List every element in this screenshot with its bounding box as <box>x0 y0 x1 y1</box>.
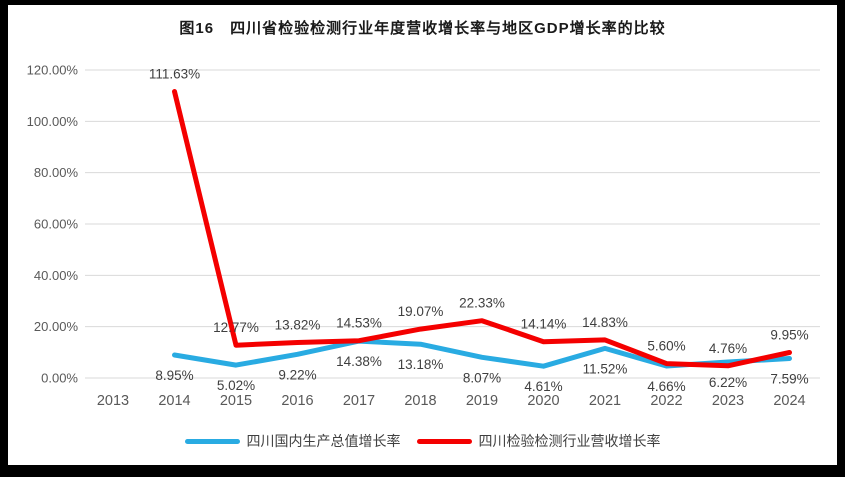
data-label: 8.07% <box>463 370 501 385</box>
x-axis-tick-label: 2024 <box>773 393 805 409</box>
y-axis-tick-label: 60.00% <box>34 217 79 232</box>
y-axis-tick-label: 40.00% <box>34 268 79 283</box>
x-axis-tick-label: 2015 <box>220 393 252 409</box>
data-label: 14.83% <box>582 315 628 330</box>
x-axis-tick-label: 2016 <box>281 393 313 409</box>
series-line <box>172 89 792 369</box>
x-axis-tick-label: 2019 <box>466 393 498 409</box>
data-label: 5.02% <box>217 378 255 393</box>
legend-line-swatch <box>416 438 472 444</box>
x-axis-tick-label: 2017 <box>343 393 375 409</box>
y-axis-tick-label: 120.00% <box>27 63 79 78</box>
chart-page: 图16 四川省检验检测行业年度营收增长率与地区GDP增长率的比较 120.00%… <box>8 5 837 465</box>
data-label: 9.22% <box>278 367 316 382</box>
line-chart: 120.00% 100.00% 80.00% 60.00% 40.00% 20.00% 0.… <box>27 63 820 409</box>
y-axis-tick-label: 80.00% <box>34 165 79 180</box>
chart-legend: 四川国内生产总值增长率 四川检验检测行业营收增长率 <box>8 431 837 451</box>
data-label: 9.95% <box>770 327 808 342</box>
data-label: 13.18% <box>398 357 444 372</box>
data-label: 14.14% <box>521 317 567 332</box>
x-axis-tick-label: 2014 <box>158 393 190 409</box>
x-axis-tick-label: 2018 <box>404 393 436 409</box>
data-label: 13.82% <box>275 318 321 333</box>
y-axis-tick-label: 0.00% <box>41 371 78 386</box>
x-axis-tick-label: 2013 <box>97 393 129 409</box>
data-label: 8.95% <box>155 368 193 383</box>
data-label: 6.22% <box>709 375 747 390</box>
data-label: 4.76% <box>709 341 747 356</box>
data-label: 4.61% <box>524 379 562 394</box>
legend-label: 四川检验检测行业营收增长率 <box>478 433 661 449</box>
x-axis-tick-label: 2022 <box>650 393 682 409</box>
data-label: 12.77% <box>213 320 259 335</box>
y-axis-tick-label: 20.00% <box>34 319 79 334</box>
legend-item: 四川国内生产总值增长率 <box>184 431 401 451</box>
data-label: 22.33% <box>459 296 505 311</box>
data-label: 14.38% <box>336 354 382 369</box>
data-label: 19.07% <box>398 304 444 319</box>
legend-line-swatch <box>184 438 240 444</box>
legend-item: 四川检验检测行业营收增长率 <box>416 431 661 451</box>
data-label: 11.52% <box>583 361 628 376</box>
legend-label: 四川国内生产总值增长率 <box>246 433 401 449</box>
data-label: 4.66% <box>647 379 685 394</box>
y-axis-tick-label: 100.00% <box>27 114 79 129</box>
data-label: 5.60% <box>647 339 685 354</box>
x-axis-tick-label: 2023 <box>712 393 744 409</box>
x-axis-tick-label: 2020 <box>527 393 559 409</box>
data-label: 111.63% <box>149 66 200 81</box>
data-label: 7.59% <box>770 372 808 387</box>
data-label: 14.53% <box>336 316 382 331</box>
x-axis-tick-label: 2021 <box>589 393 621 409</box>
chart-title: 图16 四川省检验检测行业年度营收增长率与地区GDP增长率的比较 <box>179 20 666 37</box>
